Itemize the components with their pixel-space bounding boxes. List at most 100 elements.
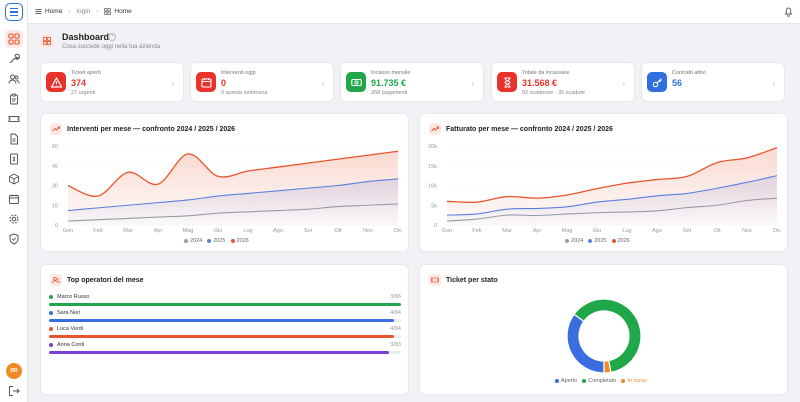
document-icon — [10, 133, 18, 145]
trend-icon — [431, 126, 439, 132]
grid-icon — [43, 37, 51, 45]
sidebar-item-calendario[interactable] — [5, 190, 23, 208]
hourglass-icon — [503, 77, 511, 87]
legend-item[interactable]: 2026 — [230, 238, 249, 244]
breadcrumb-login-label: login — [76, 8, 91, 15]
x-tick-label: Giu — [214, 228, 223, 234]
donut-slice-aperto[interactable] — [566, 313, 605, 374]
operator-name: Sara Neri — [49, 310, 80, 316]
breadcrumb-login[interactable]: login — [77, 8, 91, 15]
sidebar-item-fatture[interactable] — [5, 150, 23, 168]
legend-dot — [621, 379, 626, 383]
users-icon — [8, 74, 20, 84]
breadcrumb-home-label: Home — [45, 8, 63, 15]
legend-label: 2024 — [571, 238, 584, 244]
chevron-right-icon: › — [471, 79, 474, 88]
breadcrumb-home[interactable]: Home — [35, 8, 62, 15]
stat-label: Interventi oggi — [221, 70, 256, 76]
legend-item[interactable]: Completato — [582, 378, 616, 384]
legend-label: In corso — [627, 378, 647, 384]
x-tick-label: Mar — [123, 228, 133, 234]
operator-progress — [49, 319, 401, 322]
sidebar-item-magazzino[interactable] — [5, 170, 23, 188]
topbar: Home › login › Home — [28, 0, 800, 24]
series-line-2025 — [446, 175, 778, 216]
calendar-icon-badge — [196, 72, 216, 92]
panel-title: Fatturato per mese — confronto 2024 / 20… — [429, 123, 613, 135]
breadcrumb-separator: › — [68, 8, 71, 15]
legend-item[interactable]: 2026 — [611, 238, 630, 244]
x-tick-label: Gen — [63, 228, 73, 234]
menu-toggle-button[interactable] — [5, 3, 23, 21]
legend-label: 2025 — [213, 238, 226, 244]
stat-card[interactable]: Contratti attivi 56 › — [641, 62, 785, 102]
legend-item[interactable]: Aperto — [555, 378, 577, 384]
users-icon — [52, 276, 60, 284]
help-icon[interactable]: ? — [108, 33, 116, 41]
chevron-right-icon: › — [321, 79, 324, 88]
key-icon-badge — [647, 72, 667, 92]
box-icon — [9, 173, 19, 185]
sidebar-item-sicurezza[interactable] — [5, 230, 23, 248]
operator-count: 3/83 — [390, 342, 401, 348]
x-tick-label: Lug — [622, 228, 631, 234]
operator-dot — [49, 327, 53, 331]
chart-legend: 2024 2025 2026 — [184, 238, 249, 244]
operator-progress — [49, 351, 401, 354]
sidebar-item-dashboard[interactable] — [5, 30, 23, 48]
x-tick-label: Dic — [773, 228, 781, 234]
donut-slice-in-corso[interactable] — [603, 359, 612, 374]
donut-slice-completato[interactable] — [573, 298, 642, 374]
legend-item[interactable]: 2024 — [184, 238, 202, 244]
stat-note: 92 scadenze · 35 scadute — [522, 90, 585, 96]
legend-dot — [555, 379, 559, 383]
bell-icon[interactable] — [783, 6, 794, 17]
series-line-2024 — [446, 197, 778, 222]
x-tick-label: Nov — [363, 228, 373, 234]
x-tick-label: Mag — [562, 228, 573, 234]
operator-dot — [49, 295, 53, 299]
y-tick-label: 20k — [428, 144, 437, 150]
panel-title: Interventi per mese — confronto 2024 / 2… — [50, 123, 235, 135]
stat-value: 56 — [672, 78, 683, 88]
operator-name: Marco Russo — [49, 294, 89, 300]
shield-icon — [9, 233, 19, 245]
legend-item[interactable]: 2025 — [588, 238, 607, 244]
y-tick-label: 5k — [431, 203, 437, 209]
legend-item[interactable]: 2024 — [565, 238, 583, 244]
breadcrumb-separator: › — [96, 8, 99, 15]
stat-value: 0 — [221, 78, 227, 88]
x-tick-label: Feb — [93, 228, 102, 234]
y-tick-label: 45 — [52, 164, 58, 170]
legend-dot — [588, 239, 593, 243]
ticket-donut-chart — [566, 298, 642, 374]
sidebar-item-impostazioni[interactable] — [5, 210, 23, 228]
wrench-icon — [9, 53, 20, 64]
panel-title: Top operatori del mese — [50, 274, 144, 286]
logout-icon[interactable] — [7, 384, 21, 398]
legend-item[interactable]: 2025 — [207, 238, 226, 244]
sidebar-item-documenti[interactable] — [5, 130, 23, 148]
stat-card[interactable]: Totale da incassare 31.568 € 92 scadenze ·… — [491, 62, 635, 102]
stat-card[interactable]: Ticket aperti 374 27 urgenti › — [40, 62, 184, 102]
x-tick-label: Apr — [154, 228, 163, 234]
stat-label: Totale da incassare — [522, 70, 570, 76]
stat-value: 91.735 € — [371, 78, 407, 88]
ticket-icon — [431, 277, 439, 283]
legend-label: Completato — [588, 378, 617, 384]
sidebar-item-interventi[interactable] — [5, 50, 23, 68]
sidebar-item-clienti[interactable] — [5, 70, 23, 88]
legend-label: 2026 — [617, 238, 630, 244]
stat-note: 268 pagamenti — [371, 90, 408, 96]
clipboard-icon — [10, 93, 18, 105]
sidebar-item-ticket[interactable] — [5, 110, 23, 128]
page-title: Dashboard — [62, 32, 110, 42]
stat-card[interactable]: Interventi oggi 0 0 questa settimana › — [190, 62, 334, 102]
stat-card[interactable]: Incasso mensile 91.735 € 268 pagamenti › — [340, 62, 484, 102]
sidebar-item-attivita[interactable] — [5, 90, 23, 108]
gear-icon — [9, 214, 19, 224]
legend-item[interactable]: In corso — [621, 378, 647, 384]
legend-dot — [582, 379, 587, 383]
y-tick-label: 10k — [428, 184, 437, 190]
avatar[interactable]: BR — [6, 363, 22, 379]
